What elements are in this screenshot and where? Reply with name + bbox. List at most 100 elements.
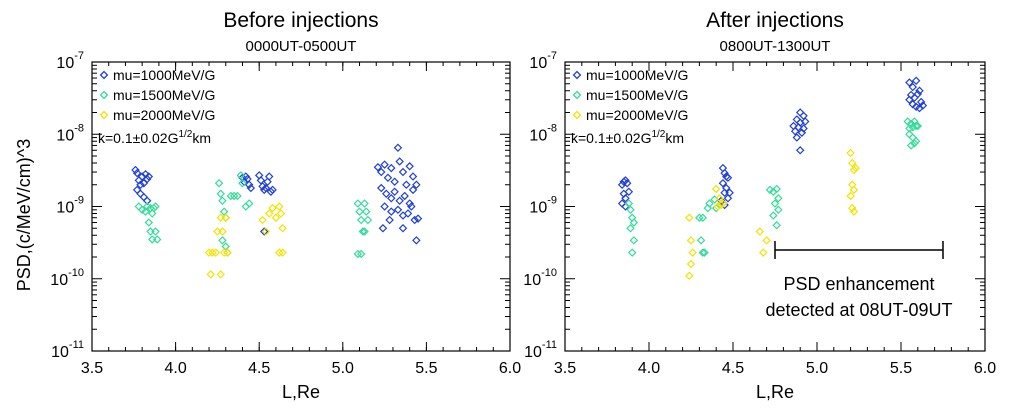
data-point [278, 224, 287, 233]
legend-marker [572, 110, 582, 120]
data-point [356, 215, 366, 225]
data-point [405, 199, 414, 208]
legend-label: mu=2000MeV/G [113, 107, 215, 123]
legend-label: mu=1000MeV/G [586, 67, 688, 83]
data-point [226, 191, 236, 201]
data-point [258, 215, 267, 225]
data-point [795, 146, 805, 155]
data-point [136, 180, 145, 189]
series-2 [624, 117, 923, 257]
data-point [268, 185, 277, 195]
data-point [627, 248, 637, 257]
data-point [911, 121, 921, 131]
data-point [259, 185, 269, 195]
legend-label: mu=1000MeV/G [113, 67, 215, 83]
data-point [398, 224, 408, 233]
x-tick-label: 5.5 [415, 360, 437, 377]
data-point [383, 173, 393, 182]
data-point [219, 248, 229, 257]
data-point [151, 202, 160, 211]
data-point [361, 207, 371, 216]
data-point [276, 209, 286, 218]
data-point [762, 236, 771, 245]
data-point [698, 213, 708, 222]
y-tick-label: 10-9 [529, 195, 557, 217]
data-point [906, 141, 916, 150]
data-point [393, 205, 403, 215]
data-point [358, 227, 368, 236]
data-point [849, 165, 859, 175]
data-point [911, 76, 921, 86]
data-point [149, 203, 159, 213]
data-point [142, 174, 152, 184]
data-point [758, 248, 768, 257]
data-point [622, 178, 632, 188]
data-point [700, 248, 709, 257]
data-point [398, 167, 408, 177]
data-point [723, 173, 733, 182]
data-point [356, 249, 366, 259]
k-annotation: k=0.1±0.02G1/2km [571, 129, 684, 146]
series-1 [131, 143, 423, 245]
legend-label: mu=1500MeV/G [113, 87, 215, 103]
data-point [410, 215, 419, 225]
data-point [387, 194, 396, 203]
data-point [233, 191, 242, 201]
data-point [393, 143, 403, 153]
data-point [204, 248, 214, 257]
data-point [800, 117, 810, 126]
data-point [278, 248, 287, 257]
data-point [624, 199, 634, 208]
data-point [626, 205, 635, 215]
chart-after-injections: After injections 0800UT-1300UT 3.5 4.0 4.5 5.… [523, 9, 996, 402]
data-point [408, 185, 418, 195]
data-point [685, 271, 694, 281]
data-point [621, 194, 630, 203]
data-point [402, 180, 411, 189]
x-axis-label: L,Re [756, 382, 794, 402]
data-point [236, 171, 246, 180]
x-axis-label: L,Re [282, 382, 320, 402]
data-point [629, 236, 639, 245]
data-point [718, 178, 728, 188]
data-point [221, 213, 231, 222]
chart-subtitle: 0000UT-0500UT [246, 38, 357, 55]
chart-title: Before injections [223, 9, 378, 32]
data-point [211, 248, 220, 257]
data-point [378, 224, 388, 233]
data-point [218, 236, 227, 245]
data-point [380, 160, 389, 169]
y-tick-label: 10-7 [529, 50, 557, 72]
data-point [151, 227, 160, 236]
y-tick-label: 10-8 [56, 122, 84, 144]
x-tick-label: 4.0 [638, 360, 660, 377]
data-point [913, 121, 923, 131]
y-tick-label: 10-7 [56, 50, 84, 72]
data-point [390, 187, 399, 197]
data-point [713, 202, 723, 211]
data-point [797, 128, 807, 137]
data-point [407, 202, 416, 211]
data-point [686, 259, 696, 269]
legend-label: mu=1500MeV/G [586, 87, 688, 103]
data-point [905, 124, 914, 133]
data-point [144, 218, 154, 227]
data-point [377, 167, 386, 177]
legend-marker [99, 90, 109, 100]
data-point [795, 108, 805, 117]
data-point [206, 270, 215, 279]
data-point [905, 95, 914, 105]
y-tick-label: 10-11 [524, 339, 557, 361]
data-point [720, 168, 729, 178]
bracket-label: PSD enhancement [783, 274, 934, 294]
data-point [412, 180, 421, 189]
data-point [264, 172, 274, 181]
data-point [382, 189, 391, 199]
data-point [132, 168, 142, 178]
chart-subtitle: 0800UT-1300UT [720, 38, 831, 55]
data-point [723, 194, 733, 203]
data-point [275, 248, 284, 257]
data-point [911, 137, 921, 146]
data-point [141, 207, 150, 216]
